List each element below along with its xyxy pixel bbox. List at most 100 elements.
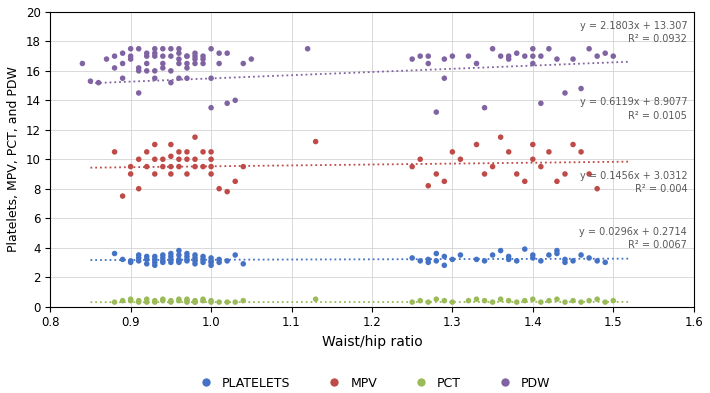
Point bbox=[310, 296, 322, 302]
Point bbox=[165, 79, 177, 86]
Point bbox=[165, 171, 177, 177]
Point bbox=[407, 163, 418, 170]
Point bbox=[567, 258, 579, 264]
Point bbox=[415, 258, 426, 264]
Point bbox=[422, 53, 434, 59]
Point bbox=[471, 141, 482, 148]
Point bbox=[599, 259, 611, 266]
Point bbox=[214, 50, 225, 56]
Point bbox=[157, 258, 168, 264]
Point bbox=[181, 298, 192, 304]
Point bbox=[222, 50, 233, 56]
Point bbox=[149, 253, 160, 260]
Point bbox=[584, 298, 595, 304]
Point bbox=[141, 256, 153, 263]
Point bbox=[407, 56, 418, 62]
Point bbox=[181, 258, 192, 264]
Y-axis label: Platelets, MPV, PCT, and PDW: Platelets, MPV, PCT, and PDW bbox=[7, 66, 20, 252]
Point bbox=[559, 256, 571, 263]
Point bbox=[567, 56, 579, 62]
Point bbox=[205, 75, 217, 81]
Point bbox=[109, 250, 120, 257]
Point bbox=[149, 46, 160, 52]
Text: y = 0.0296x + 0.2714
R² = 0.0067: y = 0.0296x + 0.2714 R² = 0.0067 bbox=[579, 227, 687, 250]
Point bbox=[439, 253, 450, 260]
Point bbox=[205, 46, 217, 52]
Point bbox=[133, 252, 144, 258]
Point bbox=[181, 296, 192, 302]
Point bbox=[527, 156, 538, 162]
Point bbox=[439, 298, 450, 304]
Point bbox=[551, 248, 562, 254]
Point bbox=[543, 298, 555, 304]
Point bbox=[109, 53, 120, 59]
Point bbox=[479, 258, 490, 264]
Point bbox=[181, 250, 192, 257]
Point bbox=[141, 299, 153, 305]
Point bbox=[157, 252, 168, 258]
Point bbox=[125, 46, 136, 52]
Point bbox=[149, 171, 160, 177]
Point bbox=[205, 298, 217, 304]
Point bbox=[173, 252, 185, 258]
Point bbox=[173, 256, 185, 263]
Point bbox=[190, 258, 201, 264]
Point bbox=[535, 53, 547, 59]
Point bbox=[141, 296, 153, 302]
Point bbox=[165, 53, 177, 59]
Point bbox=[77, 61, 88, 67]
Point bbox=[559, 299, 571, 305]
Point bbox=[173, 156, 185, 162]
Point bbox=[133, 185, 144, 192]
Point bbox=[422, 256, 434, 263]
Point bbox=[567, 141, 579, 148]
Text: y = 0.1456x + 3.0312
R² = 0.004: y = 0.1456x + 3.0312 R² = 0.004 bbox=[579, 171, 687, 194]
Point bbox=[165, 46, 177, 52]
Point bbox=[527, 61, 538, 67]
Point bbox=[133, 65, 144, 71]
Point bbox=[173, 50, 185, 56]
Point bbox=[101, 56, 112, 62]
Point bbox=[190, 61, 201, 67]
Point bbox=[109, 299, 120, 305]
Point bbox=[415, 298, 426, 304]
Point bbox=[165, 298, 177, 304]
Point bbox=[205, 163, 217, 170]
Point bbox=[149, 50, 160, 56]
Legend: PLATELETS, MPV, PCT, PDW: PLATELETS, MPV, PCT, PDW bbox=[188, 372, 556, 393]
Point bbox=[133, 258, 144, 264]
Point bbox=[181, 53, 192, 59]
Point bbox=[165, 163, 177, 170]
Point bbox=[197, 298, 209, 304]
Point bbox=[543, 252, 555, 258]
Point bbox=[575, 85, 586, 92]
Point bbox=[567, 298, 579, 304]
Point bbox=[109, 149, 120, 155]
Point bbox=[181, 171, 192, 177]
Point bbox=[205, 255, 217, 261]
Point bbox=[463, 53, 474, 59]
Point bbox=[495, 248, 506, 254]
Point bbox=[559, 259, 571, 266]
Point bbox=[608, 53, 619, 59]
Point bbox=[310, 138, 322, 145]
Point bbox=[214, 299, 225, 305]
Point bbox=[149, 141, 160, 148]
Point bbox=[447, 256, 458, 263]
X-axis label: Waist/hip ratio: Waist/hip ratio bbox=[322, 335, 422, 349]
Point bbox=[133, 46, 144, 52]
Point bbox=[431, 258, 442, 264]
Point bbox=[117, 61, 129, 67]
Point bbox=[222, 258, 233, 264]
Point bbox=[551, 56, 562, 62]
Point bbox=[454, 252, 466, 258]
Point bbox=[125, 56, 136, 62]
Point bbox=[487, 252, 498, 258]
Point bbox=[149, 75, 160, 81]
Point bbox=[495, 134, 506, 140]
Point bbox=[407, 255, 418, 261]
Point bbox=[84, 78, 96, 84]
Point bbox=[133, 68, 144, 74]
Point bbox=[543, 149, 555, 155]
Point bbox=[519, 298, 530, 304]
